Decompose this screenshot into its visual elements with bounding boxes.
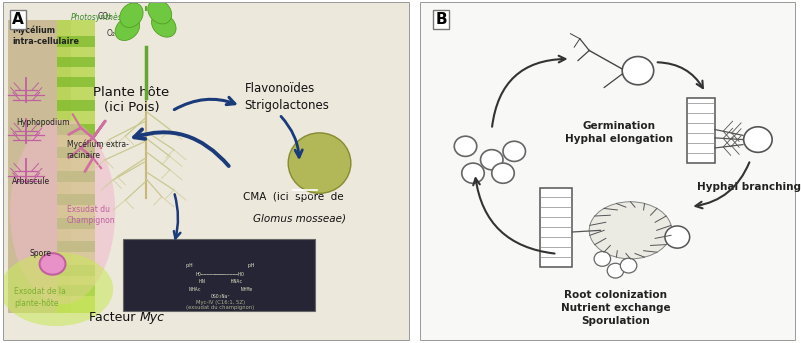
Text: CO₂: CO₂ (98, 12, 112, 21)
Text: Germination
Hyphal elongation: Germination Hyphal elongation (566, 121, 673, 144)
Bar (57, 265, 95, 276)
Bar (57, 171, 95, 181)
Text: A: A (12, 12, 24, 27)
Text: Facteur: Facteur (89, 311, 139, 324)
Circle shape (594, 251, 610, 266)
Bar (57, 20, 95, 313)
Text: Mycélium
intra-cellulaire: Mycélium intra-cellulaire (12, 25, 79, 46)
Bar (541, 188, 573, 267)
Text: B: B (436, 12, 447, 27)
Bar (57, 194, 95, 205)
Circle shape (39, 253, 66, 275)
Text: Root colonization
Nutrient exchange
Sporulation: Root colonization Nutrient exchange Spor… (561, 290, 670, 326)
Text: O₂: O₂ (107, 28, 115, 38)
Circle shape (607, 263, 624, 278)
Bar (57, 36, 95, 47)
Text: pH                 pH: pH pH (187, 263, 255, 268)
Ellipse shape (115, 17, 139, 40)
Circle shape (503, 141, 525, 162)
Text: Hyphopodium: Hyphopodium (16, 118, 70, 127)
Ellipse shape (120, 3, 143, 27)
Ellipse shape (148, 0, 171, 24)
Bar (57, 218, 95, 229)
Ellipse shape (590, 202, 672, 259)
Text: OSO₃Na⁺: OSO₃Na⁺ (211, 294, 231, 299)
Ellipse shape (10, 119, 115, 304)
Bar (57, 124, 95, 134)
Text: Myc: Myc (139, 311, 164, 324)
Text: HO─────────────HO: HO─────────────HO (196, 272, 245, 276)
Text: 200 µ: 200 µ (297, 193, 313, 198)
Circle shape (461, 163, 485, 183)
Text: Exsudat du
Champignon: Exsudat du Champignon (66, 205, 115, 225)
Text: Glomus mosseae): Glomus mosseae) (253, 213, 346, 224)
Circle shape (665, 226, 690, 248)
Bar (57, 57, 95, 67)
Text: Myc-IV (C16:1, 5Z)
(exsudat du champignon): Myc-IV (C16:1, 5Z) (exsudat du champigno… (187, 299, 255, 310)
Text: HN         HNAc: HN HNAc (199, 279, 242, 284)
Text: Spore: Spore (30, 249, 51, 258)
Text: Plante hôte
(ici Pois): Plante hôte (ici Pois) (93, 86, 170, 114)
Bar (686, 97, 714, 163)
Text: Hyphal branching: Hyphal branching (697, 181, 800, 192)
Text: CMA  (ici  spore  de: CMA (ici spore de (243, 192, 344, 202)
Ellipse shape (288, 133, 351, 193)
Circle shape (492, 163, 514, 183)
Text: Arbuscule: Arbuscule (12, 177, 50, 186)
Bar (57, 147, 95, 158)
Text: Exsodat de la
plante-hôte: Exsodat de la plante-hôte (14, 287, 66, 308)
Text: Flavonoïdes
Strigolactones: Flavonoïdes Strigolactones (244, 82, 329, 113)
Bar (57, 241, 95, 252)
Text: Mycélium extra-
racinaire: Mycélium extra- racinaire (66, 140, 129, 160)
Circle shape (454, 136, 477, 156)
Bar (57, 100, 95, 111)
Bar (57, 285, 95, 296)
Circle shape (743, 127, 772, 152)
Bar (57, 77, 95, 87)
Ellipse shape (0, 252, 113, 326)
Ellipse shape (151, 13, 176, 37)
Text: NHAc              NHMe: NHAc NHMe (189, 287, 252, 292)
Bar (123, 239, 316, 311)
Text: Photosynthèse: Photosynthèse (70, 12, 127, 22)
Circle shape (620, 258, 637, 273)
Circle shape (622, 57, 654, 85)
Bar (8, 20, 70, 313)
Circle shape (481, 150, 503, 170)
